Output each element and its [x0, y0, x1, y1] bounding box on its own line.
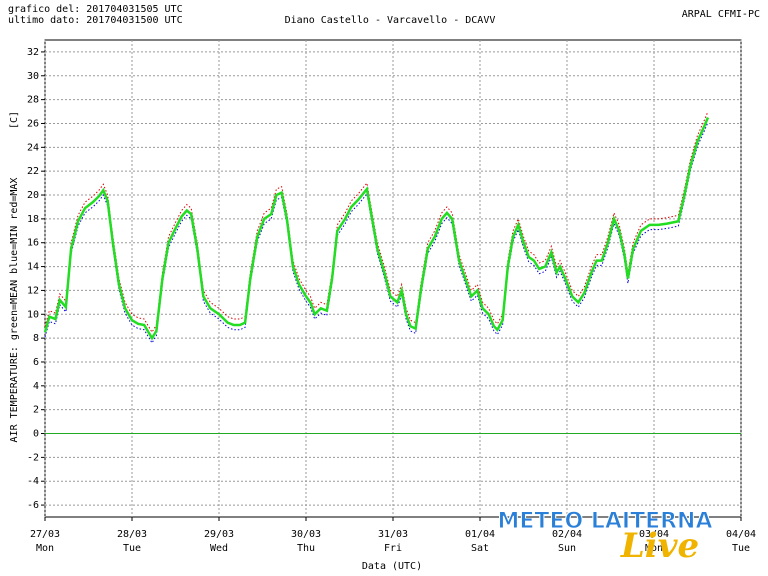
y-tick-label: 14: [27, 262, 39, 273]
x-tick-day: Sun: [558, 543, 576, 554]
series-line: [44, 122, 709, 344]
y-tick-label: 20: [27, 190, 39, 201]
x-tick-day: Sat: [471, 543, 489, 554]
y-axis-label: AIR TEMPERATURE: green=MEAN blue=MIN red…: [9, 178, 20, 443]
x-axis-label: Data (UTC): [362, 561, 422, 572]
x-tick-label: 27/03: [30, 529, 60, 540]
y-tick-label: 16: [27, 238, 39, 249]
x-tick-label: 28/03: [117, 529, 147, 540]
watermark: Live: [620, 526, 699, 566]
watermark: METEO LAITERNA: [498, 509, 713, 534]
y-tick-label: 28: [27, 95, 39, 106]
header-right: ARPAL CFMI-PC: [682, 9, 760, 20]
x-tick-label: 30/03: [291, 529, 321, 540]
y-tick-label: -4: [27, 476, 39, 487]
y-tick-label: 4: [33, 381, 39, 392]
y-tick-label: 32: [27, 47, 39, 58]
x-tick-label: 03/04: [639, 529, 669, 540]
series-line: [44, 111, 709, 334]
chart-title: Diano Castello - Varcavello - DCAVV: [285, 15, 496, 26]
series-line: [43, 117, 710, 341]
x-tick-label: 31/03: [378, 529, 408, 540]
x-tick-label: 02/04: [552, 529, 582, 540]
y-tick-label: 10: [27, 309, 39, 320]
y-tick-label: 6: [33, 357, 39, 368]
x-tick-day: Fri: [384, 543, 402, 554]
y-tick-label: 22: [27, 166, 39, 177]
x-tick-label: 29/03: [204, 529, 234, 540]
y-tick-label: 24: [27, 142, 39, 153]
x-tick-day: Mon: [36, 543, 54, 554]
y-tick-label: -2: [27, 452, 39, 463]
y-tick-label: 26: [27, 118, 39, 129]
x-tick-label: 01/04: [465, 529, 495, 540]
x-tick-day: Thu: [297, 543, 315, 554]
x-tick-day: Mon: [645, 543, 663, 554]
y-tick-label: 12: [27, 285, 39, 296]
x-tick-day: Tue: [732, 543, 750, 554]
y-tick-label: -6: [27, 500, 39, 511]
y-tick-label: 18: [27, 214, 39, 225]
header-left: ultimo dato: 201704031500 UTC: [8, 15, 183, 26]
header-left: grafico del: 201704031505 UTC: [8, 4, 183, 15]
x-tick-day: Wed: [210, 543, 228, 554]
x-tick-day: Tue: [123, 543, 141, 554]
x-tick-label: 04/04: [726, 529, 756, 540]
y-unit: [C]: [9, 111, 20, 129]
y-tick-label: 2: [33, 405, 39, 416]
y-tick-label: 30: [27, 71, 39, 82]
y-tick-label: 8: [33, 333, 39, 344]
y-tick-label: 0: [33, 429, 39, 440]
